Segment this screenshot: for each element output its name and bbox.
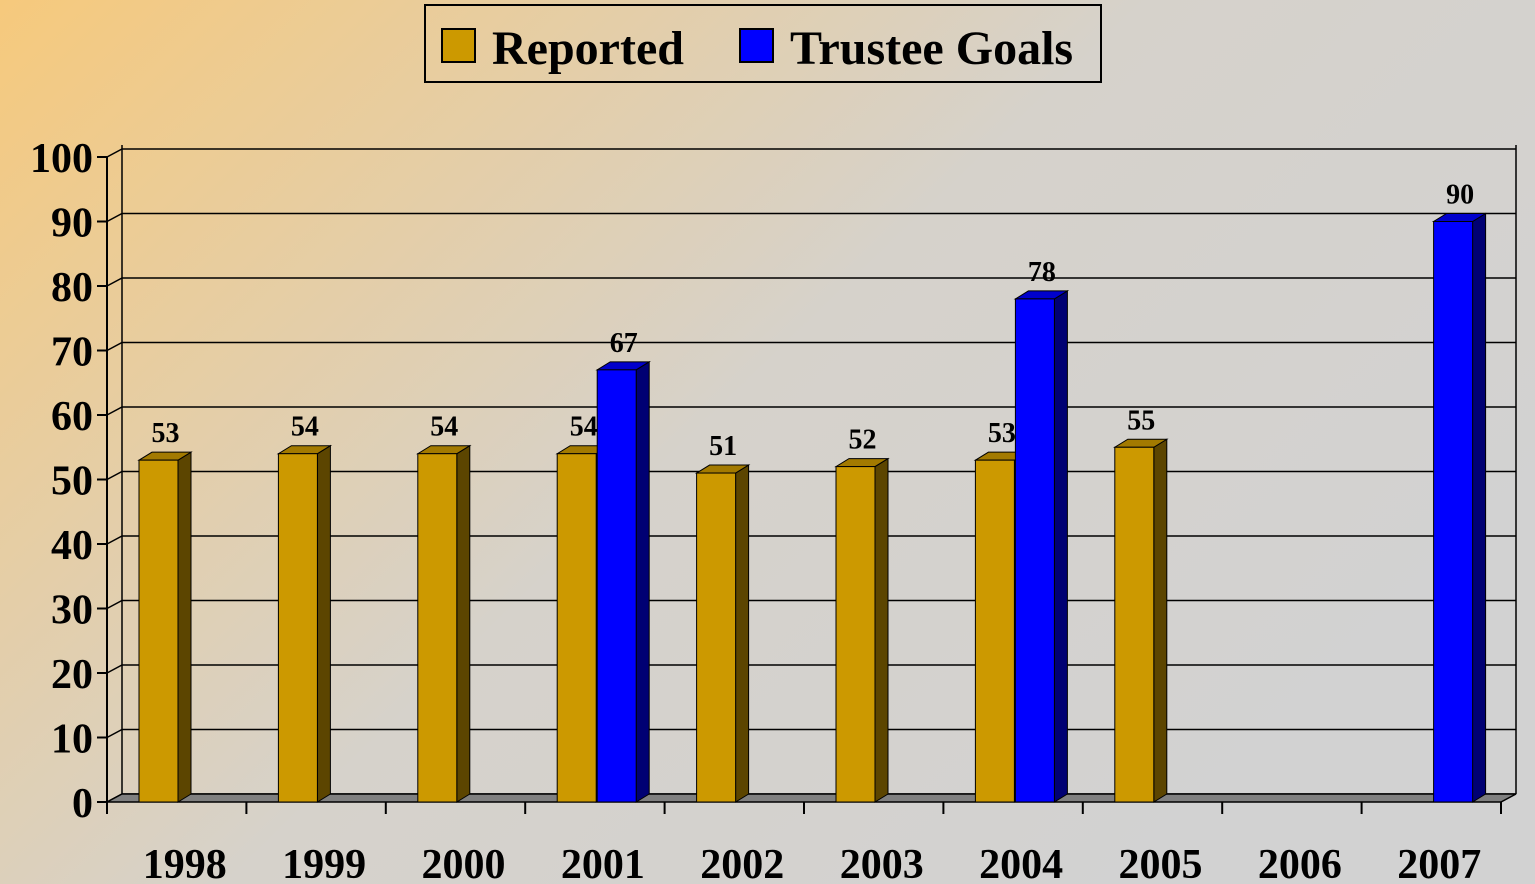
x-tick-label: 2003 — [840, 842, 924, 884]
value-label: 53 — [988, 418, 1016, 449]
x-tick-label: 1998 — [143, 842, 227, 884]
y-tick-label: 30 — [51, 588, 93, 634]
x-tick-label: 2004 — [979, 842, 1063, 884]
y-tick-label: 80 — [51, 265, 93, 311]
grid-line — [106, 277, 1516, 287]
y-tick-label: 70 — [51, 330, 93, 376]
grid-line — [106, 148, 1516, 158]
legend-label: Reported — [492, 22, 684, 75]
x-tick-label: 2005 — [1119, 842, 1203, 884]
bar-side — [1472, 212, 1487, 803]
bar — [556, 453, 597, 803]
bar-side — [635, 360, 650, 803]
x-tick-label: 1999 — [282, 842, 366, 884]
value-label: 51 — [709, 431, 737, 462]
bar — [1114, 446, 1155, 803]
x-tick-label: 2007 — [1397, 842, 1481, 884]
bar-side — [874, 457, 889, 803]
value-label: 53 — [152, 418, 180, 449]
legend-box — [424, 4, 1102, 83]
bar — [277, 453, 318, 803]
value-label: 52 — [849, 425, 877, 456]
legend-swatch — [739, 28, 774, 63]
x-tick-label: 2006 — [1258, 842, 1342, 884]
value-label: 78 — [1028, 257, 1056, 288]
bar — [417, 453, 458, 803]
y-tick-label: 60 — [51, 394, 93, 440]
value-label: 90 — [1446, 180, 1474, 211]
y-tick-label: 20 — [51, 652, 93, 698]
bar-side — [456, 444, 471, 803]
x-tick-label: 2002 — [700, 842, 784, 884]
value-label: 54 — [291, 412, 319, 443]
legend-swatch — [441, 28, 476, 63]
bar — [1014, 298, 1055, 803]
bar-side — [1153, 438, 1168, 803]
bar — [1433, 221, 1474, 803]
y-tick-label: 40 — [51, 523, 93, 569]
value-label: 67 — [610, 328, 638, 359]
bar — [696, 472, 737, 803]
x-tick-label: 2001 — [561, 842, 645, 884]
bar — [596, 369, 637, 803]
grid-line — [106, 212, 1516, 223]
bar-side — [1053, 290, 1068, 803]
bar — [835, 466, 876, 803]
bar-side — [735, 464, 750, 803]
bar-side — [177, 451, 192, 803]
y-tick-label: 100 — [30, 136, 93, 182]
y-tick-label: 0 — [72, 781, 93, 827]
y-tick-label: 90 — [51, 201, 93, 247]
value-label: 54 — [430, 412, 458, 443]
x-tick-label: 2000 — [422, 842, 506, 884]
bar — [138, 459, 179, 803]
legend-label: Trustee Goals — [790, 22, 1073, 75]
y-tick-label: 50 — [51, 459, 93, 505]
bar-side — [316, 444, 331, 803]
value-label: 55 — [1127, 405, 1155, 436]
y-tick-label: 10 — [51, 717, 93, 763]
value-label: 54 — [570, 412, 598, 443]
bar — [974, 459, 1015, 803]
